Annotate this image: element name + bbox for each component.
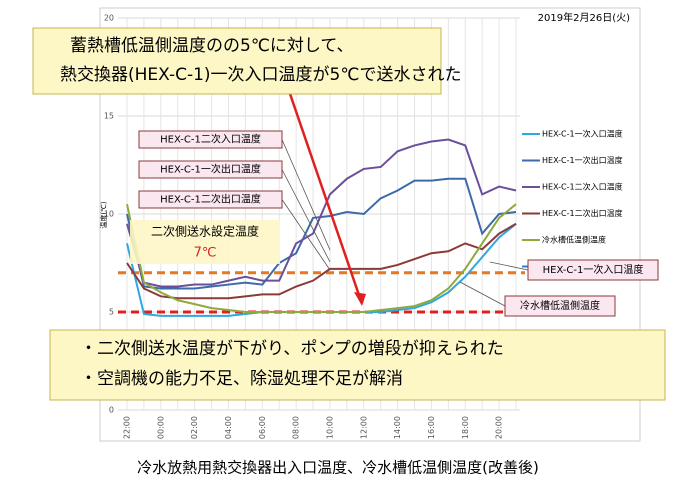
label-text: HEX-C-1一次入口温度: [543, 263, 644, 276]
leader-line: [281, 169, 331, 263]
x-tick-label: 14:00: [393, 416, 402, 439]
callout-box: [32, 27, 442, 95]
leader-line: [489, 261, 529, 271]
label-text: HEX-C-1二次入口温度: [160, 133, 261, 146]
arrow: [285, 84, 362, 299]
date: 2019年2月26日(火): [538, 11, 630, 24]
x-tick-label: 08:00: [292, 416, 301, 439]
series-line: [126, 138, 517, 288]
setpoint-box: [130, 220, 280, 264]
callout-text: ・空調機の能力不足、除湿処理不足が解消: [80, 369, 403, 389]
setpoint-text: 二次側送水設定温度: [151, 224, 259, 239]
series-line: [126, 222, 517, 300]
callout-box: [49, 329, 666, 401]
x-tick-label: 20:00: [495, 416, 504, 439]
y-tick-label: 15: [104, 112, 114, 121]
legend-label: HEX-C-1一次出口温度: [542, 155, 623, 165]
x-tick-label: 18:00: [461, 416, 470, 439]
label-box: [138, 130, 283, 149]
label-text: 冷水槽低温側温度: [520, 299, 600, 312]
x-tick-label: 22:00: [123, 416, 132, 439]
label-box: [138, 160, 283, 179]
leader-line: [459, 281, 506, 307]
x-tick-label: 00:00: [156, 416, 165, 439]
x-tick-label: 04:00: [224, 416, 233, 439]
x-tick-label: 02:00: [190, 416, 199, 439]
legend-label: HEX-C-1二次入口温度: [542, 182, 623, 192]
x-tick-label: 12:00: [359, 416, 368, 439]
x-tick-label: 06:00: [258, 416, 267, 439]
legend-label: HEX-C-1二次出口温度: [542, 208, 623, 218]
y-tick-label: 5: [109, 308, 114, 317]
label-box: [504, 295, 616, 317]
y-tick-label: 10: [104, 210, 114, 219]
y-tick-label: 0: [109, 406, 114, 415]
label-box: [138, 190, 283, 209]
callout-text: 熱交換器(HEX-C-1)一次入口温度が5℃で送水された: [60, 65, 461, 85]
setpoint-value: 7℃: [194, 246, 217, 261]
legend-label: 冷水槽低温側温度: [542, 235, 606, 245]
leader-line: [281, 139, 331, 251]
arrow-head: [354, 292, 366, 306]
leader-line: [281, 199, 331, 271]
caption: 冷水放熱用熱交換器出入口温度、冷水槽低温側温度(改善後): [137, 459, 539, 477]
label-box: [527, 259, 659, 281]
series-line: [126, 177, 517, 290]
legend-label: HEX-C-1一次入口温度: [542, 129, 623, 139]
y-tick-label: 20: [104, 14, 114, 23]
label-text: HEX-C-1二次出口温度: [160, 193, 261, 206]
label-text: HEX-C-1一次出口温度: [160, 163, 261, 176]
x-tick-label: 10:00: [325, 416, 334, 439]
y-axis-label: 温度(℃): [99, 201, 108, 229]
callout-text: ・二次側送水温度が下がり、ポンプの増段が抑えられた: [80, 339, 504, 359]
x-tick-label: 16:00: [427, 416, 436, 439]
series-line: [126, 203, 517, 313]
callout-text: 蓄熱槽低温側温度のの5℃に対して、: [70, 36, 354, 56]
